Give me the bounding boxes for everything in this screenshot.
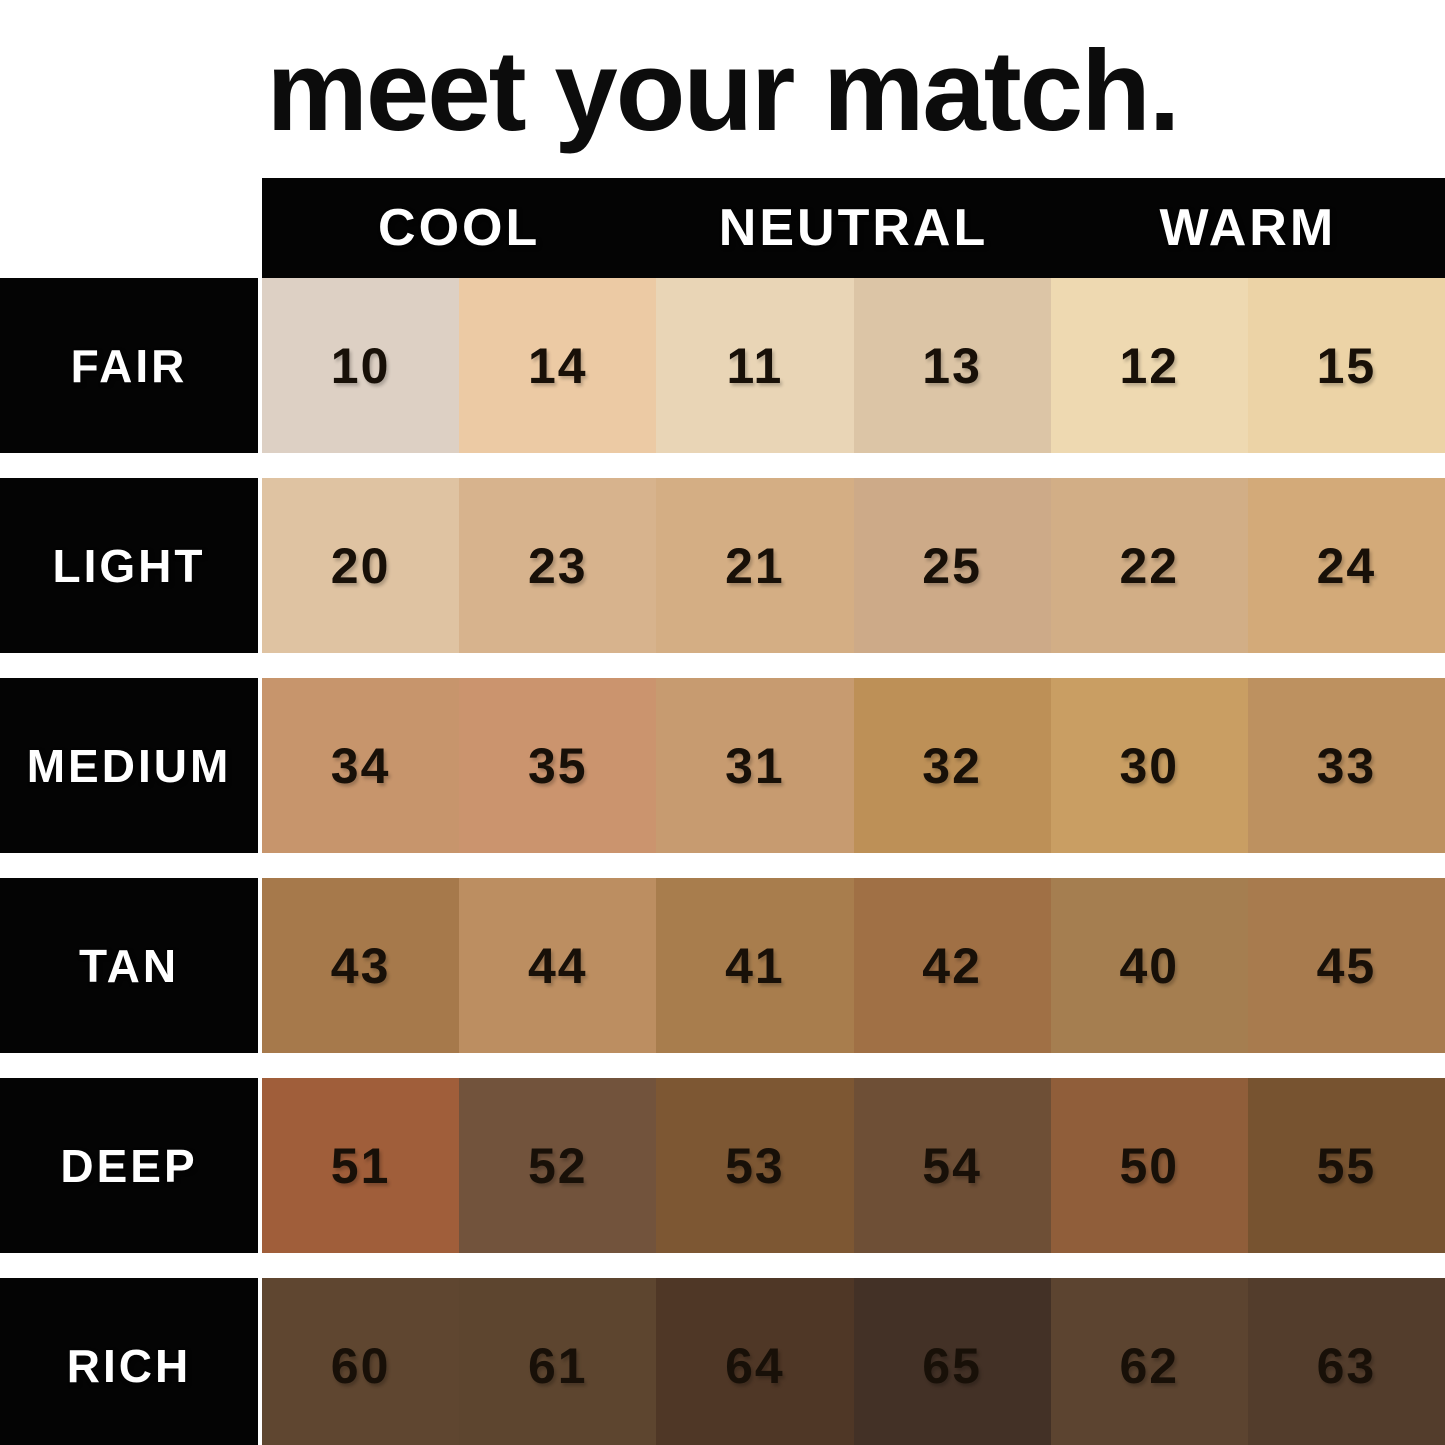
table-row: LIGHT 20 23 21 25 22 24 [0, 478, 1445, 653]
shade-number: 44 [527, 937, 588, 994]
shade-swatch: 10 [262, 278, 460, 453]
shade-number: 60 [330, 1337, 391, 1394]
shade-number: 50 [1119, 1137, 1180, 1194]
shade-number: 20 [330, 537, 391, 594]
shade-number: 43 [330, 937, 391, 994]
shade-swatch: 42 [853, 878, 1051, 1053]
shade-swatch: 33 [1247, 678, 1445, 853]
shade-swatch: 25 [853, 478, 1051, 653]
shade-number: 31 [725, 737, 785, 794]
shade-number: 41 [725, 937, 785, 994]
shade-swatch: 43 [262, 878, 460, 1053]
shade-number: 23 [527, 537, 588, 594]
shade-number: 22 [1119, 537, 1180, 594]
shade-swatch: 65 [853, 1278, 1051, 1445]
shade-swatch: 45 [1247, 878, 1445, 1053]
shade-number: 54 [922, 1137, 982, 1194]
row-label: LIGHT [0, 478, 258, 653]
undertone-header-cool: COOL [378, 199, 541, 257]
shade-swatch: 12 [1050, 278, 1248, 453]
shade-number: 63 [1316, 1337, 1377, 1394]
undertone-header-warm: WARM [1159, 199, 1337, 257]
shade-swatch: 21 [656, 478, 854, 653]
shade-swatch: 22 [1050, 478, 1248, 653]
shade-swatch: 34 [262, 678, 460, 853]
shade-swatch: 11 [656, 278, 854, 453]
row-label: TAN [0, 878, 258, 1053]
shade-swatch: 62 [1050, 1278, 1248, 1445]
shade-swatch: 31 [656, 678, 854, 853]
row-swatches: 10 14 11 13 12 15 [262, 278, 1445, 453]
shade-swatch: 44 [459, 878, 657, 1053]
shade-number: 40 [1119, 937, 1180, 994]
shade-number: 12 [1119, 337, 1180, 394]
shade-number: 25 [922, 537, 982, 594]
shade-swatch: 23 [459, 478, 657, 653]
shade-number: 21 [725, 537, 785, 594]
shade-number: 34 [330, 737, 391, 794]
shade-swatch: 41 [656, 878, 854, 1053]
shade-swatch: 14 [459, 278, 657, 453]
table-row: TAN 43 44 41 42 40 45 [0, 878, 1445, 1053]
shade-swatch: 61 [459, 1278, 657, 1445]
shade-swatch: 50 [1050, 1078, 1248, 1253]
shade-swatch: 54 [853, 1078, 1051, 1253]
shade-number: 64 [725, 1337, 785, 1394]
page-title: meet your match. [266, 28, 1181, 155]
shade-number: 10 [330, 337, 391, 394]
shade-swatch: 13 [853, 278, 1051, 453]
shade-swatch: 52 [459, 1078, 657, 1253]
shade-number: 11 [726, 337, 784, 394]
shade-number: 61 [527, 1337, 588, 1394]
shade-swatch: 20 [262, 478, 460, 653]
shade-swatch: 24 [1247, 478, 1445, 653]
table-row: FAIR 10 14 11 13 12 15 [0, 278, 1445, 453]
shade-swatch: 55 [1247, 1078, 1445, 1253]
undertone-header-bar: COOL NEUTRAL WARM [262, 178, 1445, 278]
table-row: DEEP 51 52 53 54 50 55 [0, 1078, 1445, 1253]
shade-number: 55 [1316, 1137, 1377, 1194]
shade-swatch: 32 [853, 678, 1051, 853]
shade-number: 51 [330, 1137, 391, 1194]
row-label: RICH [0, 1278, 258, 1445]
shade-swatch: 30 [1050, 678, 1248, 853]
table-row: RICH 60 61 64 65 62 63 [0, 1278, 1445, 1445]
shade-number: 45 [1316, 937, 1377, 994]
shade-number: 15 [1316, 337, 1377, 394]
table-row: MEDIUM 34 35 31 32 30 33 [0, 678, 1445, 853]
undertone-header-neutral: NEUTRAL [718, 199, 989, 257]
row-swatches: 34 35 31 32 30 33 [262, 678, 1445, 853]
row-label: FAIR [0, 278, 258, 453]
shade-number: 42 [922, 937, 982, 994]
shade-number: 35 [527, 737, 588, 794]
shade-number: 33 [1316, 737, 1377, 794]
shade-swatch: 35 [459, 678, 657, 853]
shade-number: 30 [1119, 737, 1180, 794]
row-swatches: 51 52 53 54 50 55 [262, 1078, 1445, 1253]
shade-number: 24 [1316, 537, 1377, 594]
shade-swatch: 63 [1247, 1278, 1445, 1445]
shade-swatch: 40 [1050, 878, 1248, 1053]
shade-number: 52 [527, 1137, 588, 1194]
shade-number: 32 [922, 737, 982, 794]
shade-swatch: 64 [656, 1278, 854, 1445]
shade-number: 65 [922, 1337, 982, 1394]
row-label: DEEP [0, 1078, 258, 1253]
shade-swatch: 53 [656, 1078, 854, 1253]
shade-number: 13 [922, 337, 982, 394]
shade-table-body: FAIR 10 14 11 13 12 15 LIGHT [0, 278, 1445, 1445]
shade-swatch: 60 [262, 1278, 460, 1445]
row-swatches: 43 44 41 42 40 45 [262, 878, 1445, 1053]
shade-swatch: 51 [262, 1078, 460, 1253]
shade-swatch: 15 [1247, 278, 1445, 453]
shade-number: 14 [527, 337, 588, 394]
row-swatches: 60 61 64 65 62 63 [262, 1278, 1445, 1445]
shade-number: 62 [1119, 1337, 1180, 1394]
shade-number: 53 [725, 1137, 785, 1194]
row-swatches: 20 23 21 25 22 24 [262, 478, 1445, 653]
row-label: MEDIUM [0, 678, 258, 853]
